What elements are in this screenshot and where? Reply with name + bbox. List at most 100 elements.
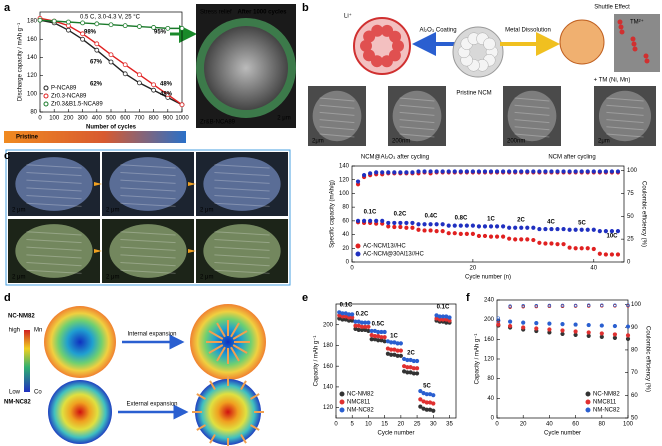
arrow: [94, 182, 102, 186]
point: [446, 223, 451, 228]
label: 2 μm: [106, 275, 119, 281]
point: [80, 31, 85, 37]
micrograph-texture: [120, 171, 176, 177]
point: [567, 245, 572, 250]
point: [470, 223, 475, 228]
y2-tick-label: 60: [631, 393, 638, 399]
expansion-arrow: [216, 346, 226, 362]
y-tick-label: 120: [27, 73, 38, 79]
y-tick-label: 120: [484, 357, 495, 363]
x-tick-label: 15: [381, 422, 388, 428]
y2-tick-label: 50: [631, 416, 638, 422]
point: [599, 323, 604, 328]
micrograph-texture: [214, 269, 270, 274]
point: [501, 224, 506, 229]
x-tick-label: 20: [398, 422, 405, 428]
micrograph-texture: [120, 164, 176, 169]
point: [603, 229, 608, 234]
point: [428, 228, 433, 233]
annotation: 62%: [90, 82, 103, 88]
point: [476, 169, 482, 174]
expansion-arrow: [196, 393, 206, 400]
y-tick-label: 140: [323, 384, 334, 390]
y-tick-label: 20: [342, 246, 349, 252]
legend-marker: [43, 93, 49, 99]
y-tick-label: 0: [346, 260, 350, 266]
point: [458, 169, 463, 174]
point: [410, 225, 415, 230]
micrograph-texture: [26, 164, 82, 169]
panel-letter: d: [4, 292, 11, 304]
point: [151, 82, 157, 88]
micrograph-texture: [514, 111, 550, 116]
point: [501, 234, 506, 239]
legend-marker: [339, 399, 345, 405]
point: [488, 169, 494, 174]
legend-marker: [43, 101, 49, 107]
legend-label: Zr0.3-NCA89: [51, 94, 87, 100]
micrograph-texture: [319, 104, 355, 109]
y-tick-label: 200: [484, 317, 495, 323]
panel-letter: f: [466, 292, 470, 304]
micrograph-texture: [120, 195, 176, 200]
point: [428, 222, 433, 227]
tm-ion: [644, 58, 650, 64]
point: [418, 388, 423, 394]
micrograph-particle: [392, 90, 442, 142]
point: [398, 220, 403, 226]
arrow: [94, 249, 102, 253]
point: [476, 233, 482, 239]
point: [108, 52, 114, 58]
label: Co: [34, 390, 42, 396]
x-tick-label: 80: [598, 422, 605, 428]
micrograph-texture: [214, 202, 270, 207]
label: Zr&B-NCA89: [200, 120, 236, 126]
legend-marker: [339, 407, 345, 413]
point: [586, 322, 591, 328]
micrograph-texture: [120, 254, 176, 259]
point: [508, 319, 513, 324]
point: [560, 328, 565, 333]
arrow: [188, 182, 196, 186]
point: [508, 323, 513, 329]
y-tick-label: 120: [339, 177, 350, 183]
label: Pristine NCM: [456, 91, 491, 97]
grain: [483, 37, 496, 51]
point: [573, 227, 578, 232]
y-axis-label: Specific capacity (mAh/g): [330, 180, 336, 248]
micrograph-texture: [319, 133, 355, 138]
annotation: 2C: [407, 351, 415, 357]
point: [547, 303, 552, 308]
micrograph-texture: [26, 231, 82, 236]
micrograph-texture: [399, 126, 435, 131]
point: [434, 169, 439, 174]
point: [398, 353, 403, 358]
label: After 1000 cycles: [237, 10, 287, 16]
point: [525, 237, 530, 242]
micrograph-texture: [214, 187, 270, 192]
grain: [392, 40, 404, 52]
label: Shuttle Effect: [594, 5, 630, 11]
point: [165, 25, 171, 31]
point: [414, 371, 420, 376]
point: [410, 220, 415, 226]
micrograph-texture: [319, 111, 355, 116]
annotation: 0.2C: [356, 312, 369, 318]
composition-map: [190, 304, 266, 380]
point: [573, 169, 578, 174]
expansion-arrow: [208, 344, 224, 354]
point: [626, 303, 630, 307]
tm-ion: [630, 36, 636, 42]
y2-tick-label: 100: [627, 168, 638, 174]
point: [488, 224, 494, 229]
y2-tick-label: 70: [631, 370, 638, 376]
expansion-arrow: [209, 380, 216, 390]
point: [537, 240, 542, 245]
micrograph-texture: [26, 262, 82, 267]
annotation: 0.1C: [437, 305, 450, 311]
tm-ion: [643, 53, 649, 59]
point: [382, 329, 387, 335]
point: [609, 229, 615, 234]
point: [464, 223, 469, 228]
point: [560, 303, 565, 308]
